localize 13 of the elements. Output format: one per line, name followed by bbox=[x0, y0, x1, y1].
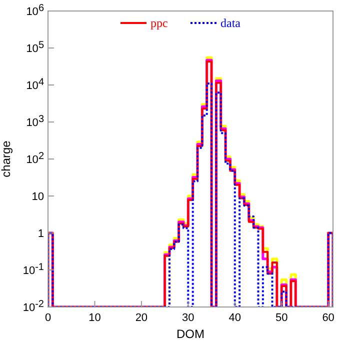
x-tick-label: 10 bbox=[88, 312, 101, 324]
x-tick-label: 20 bbox=[135, 312, 148, 324]
y-axis-title: charge bbox=[0, 140, 13, 178]
legend-label: data bbox=[220, 16, 242, 30]
x-tick-label: 30 bbox=[182, 312, 194, 324]
x-tick-label: 40 bbox=[228, 312, 242, 324]
x-tick-label: 60 bbox=[322, 312, 334, 324]
x-tick-label: 50 bbox=[275, 312, 288, 324]
legend-label: ppc bbox=[150, 16, 168, 30]
x-tick-label: 0 bbox=[44, 312, 52, 324]
y-tick-label: 1 bbox=[38, 228, 44, 240]
y-tick-label: 10 bbox=[32, 191, 44, 203]
x-axis-title: DOM bbox=[176, 327, 204, 341]
